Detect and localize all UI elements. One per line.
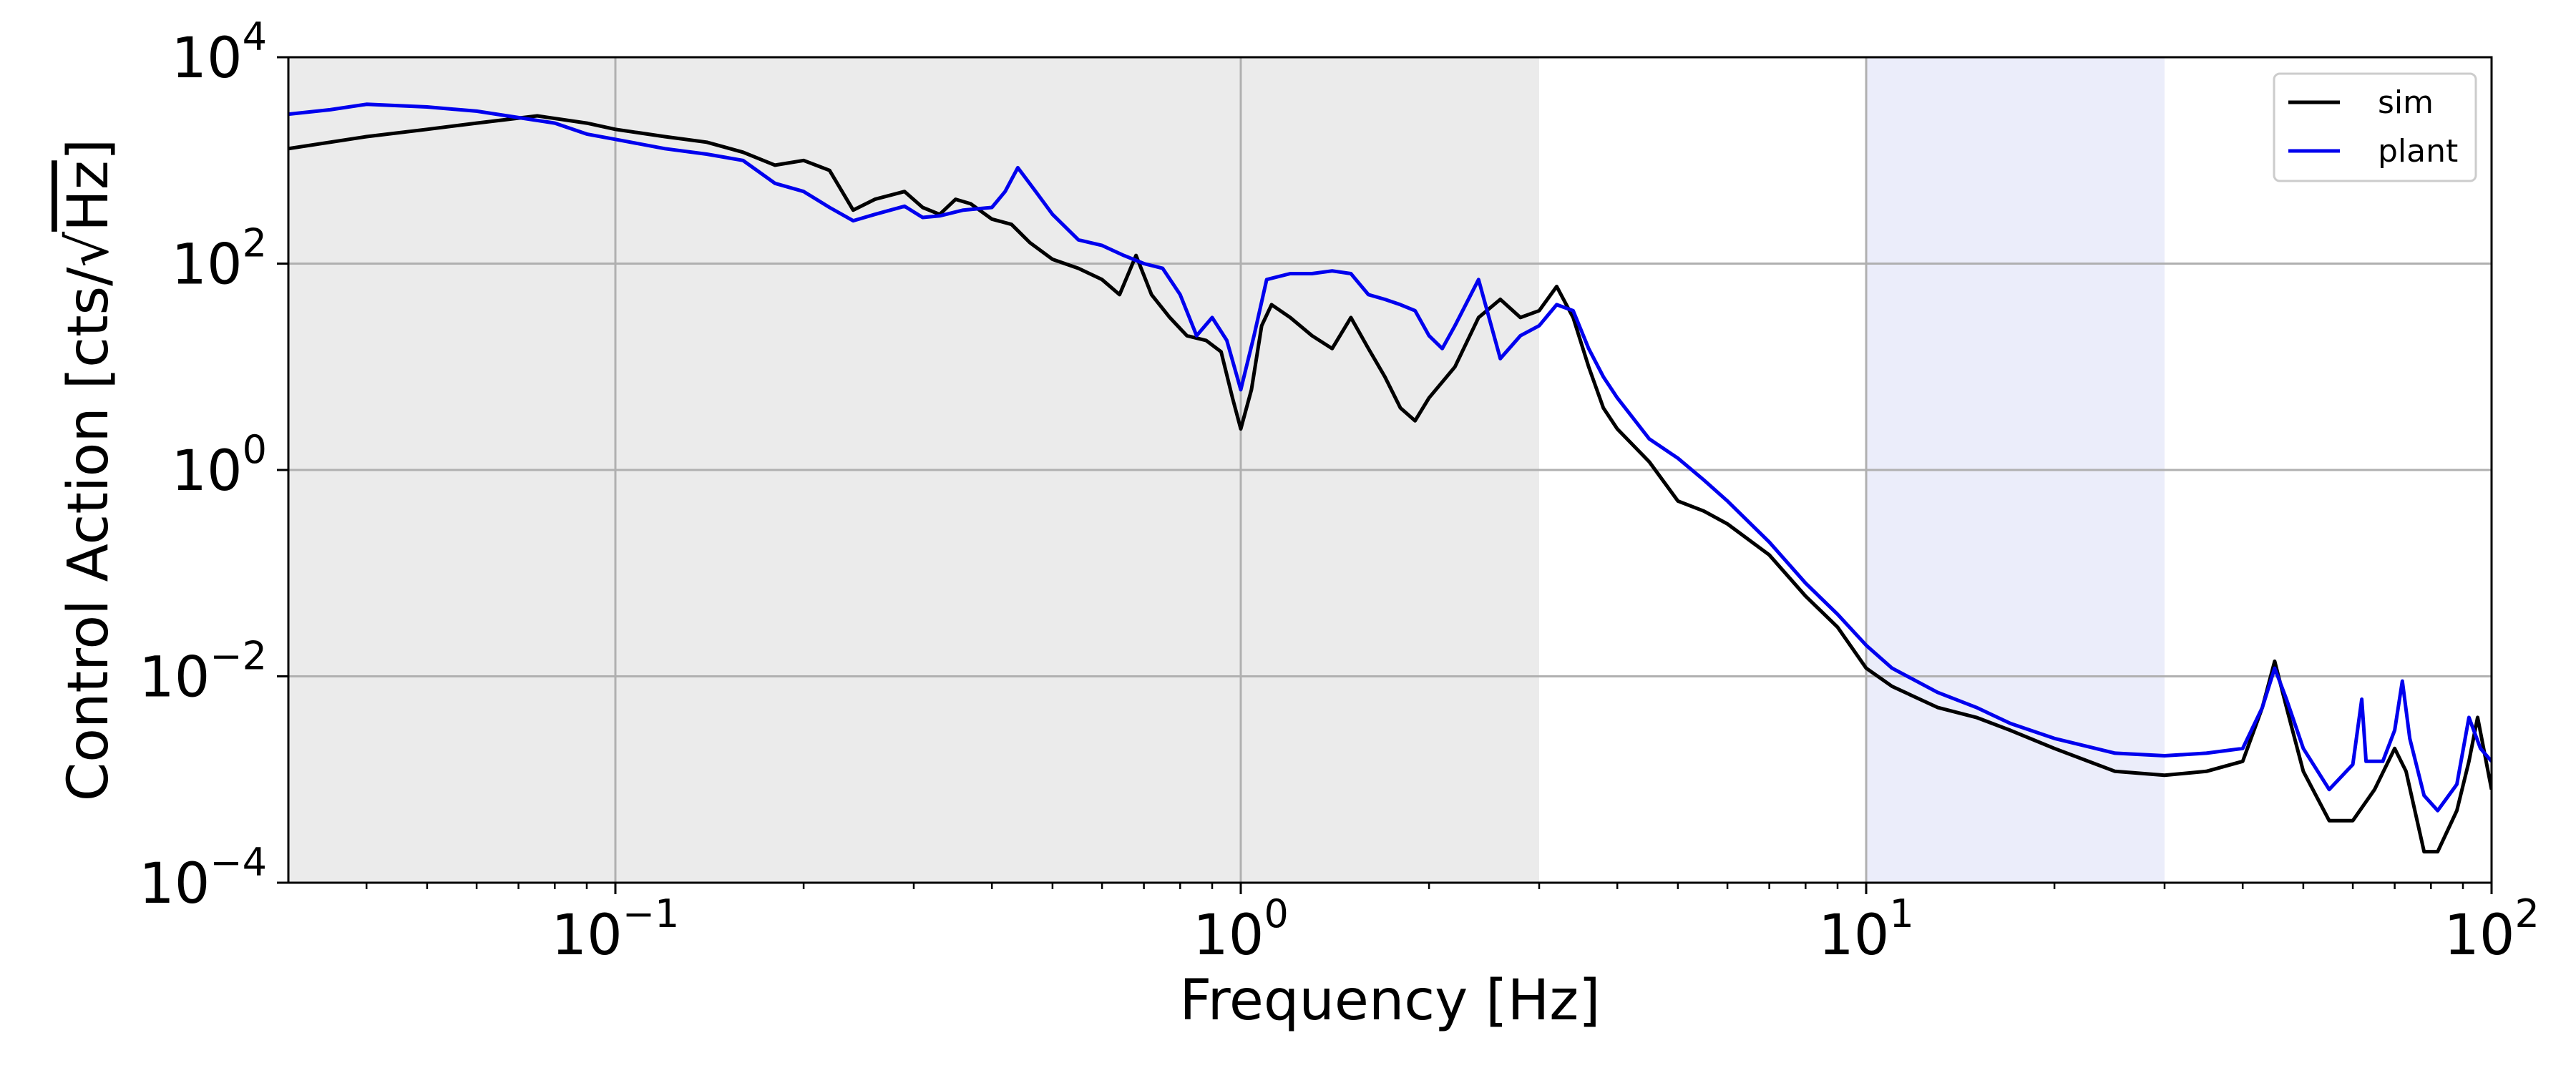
y-tick-label-1: 10−4 (139, 840, 267, 916)
y-tick-label-2: 10−2 (139, 634, 267, 710)
legend-label-plant: plant (2378, 133, 2458, 170)
grid (288, 57, 2492, 883)
x-axis-label: Frequency [Hz] (1179, 969, 1600, 1033)
y-axis-label-prefix: Control Action [cts/ (57, 267, 121, 801)
y-tick-label-3: 100 (171, 427, 267, 504)
series-line-sim (288, 114, 2492, 854)
y-axis-label-radicand: Hz (57, 160, 121, 232)
y-axis-ticks: 10−4 10−2 100 102 104 (139, 14, 288, 916)
x-tick-label-4: 102 (2444, 891, 2540, 968)
y-axis-label-radical: √ (57, 232, 121, 268)
series-line-plant (288, 102, 2492, 813)
x-axis-ticks: 10−1 100 101 102 (365, 883, 2540, 968)
legend-label-sim: sim (2378, 84, 2434, 121)
y-tick-label-5: 104 (171, 14, 267, 91)
x-tick-label-2: 100 (1193, 891, 1289, 968)
y-axis-label: Control Action [cts/√Hz] (57, 139, 121, 801)
y-axis-label-suffix: ] (57, 139, 121, 160)
series (288, 102, 2492, 854)
y-tick-label-4: 102 (171, 221, 267, 298)
x-tick-label-3: 101 (1818, 891, 1914, 968)
svg-text:Control Action [cts/√Hz]: Control Action [cts/√Hz] (57, 139, 121, 801)
x-tick-label-1: 10−1 (552, 891, 680, 968)
legend: sim plant (2273, 72, 2477, 182)
